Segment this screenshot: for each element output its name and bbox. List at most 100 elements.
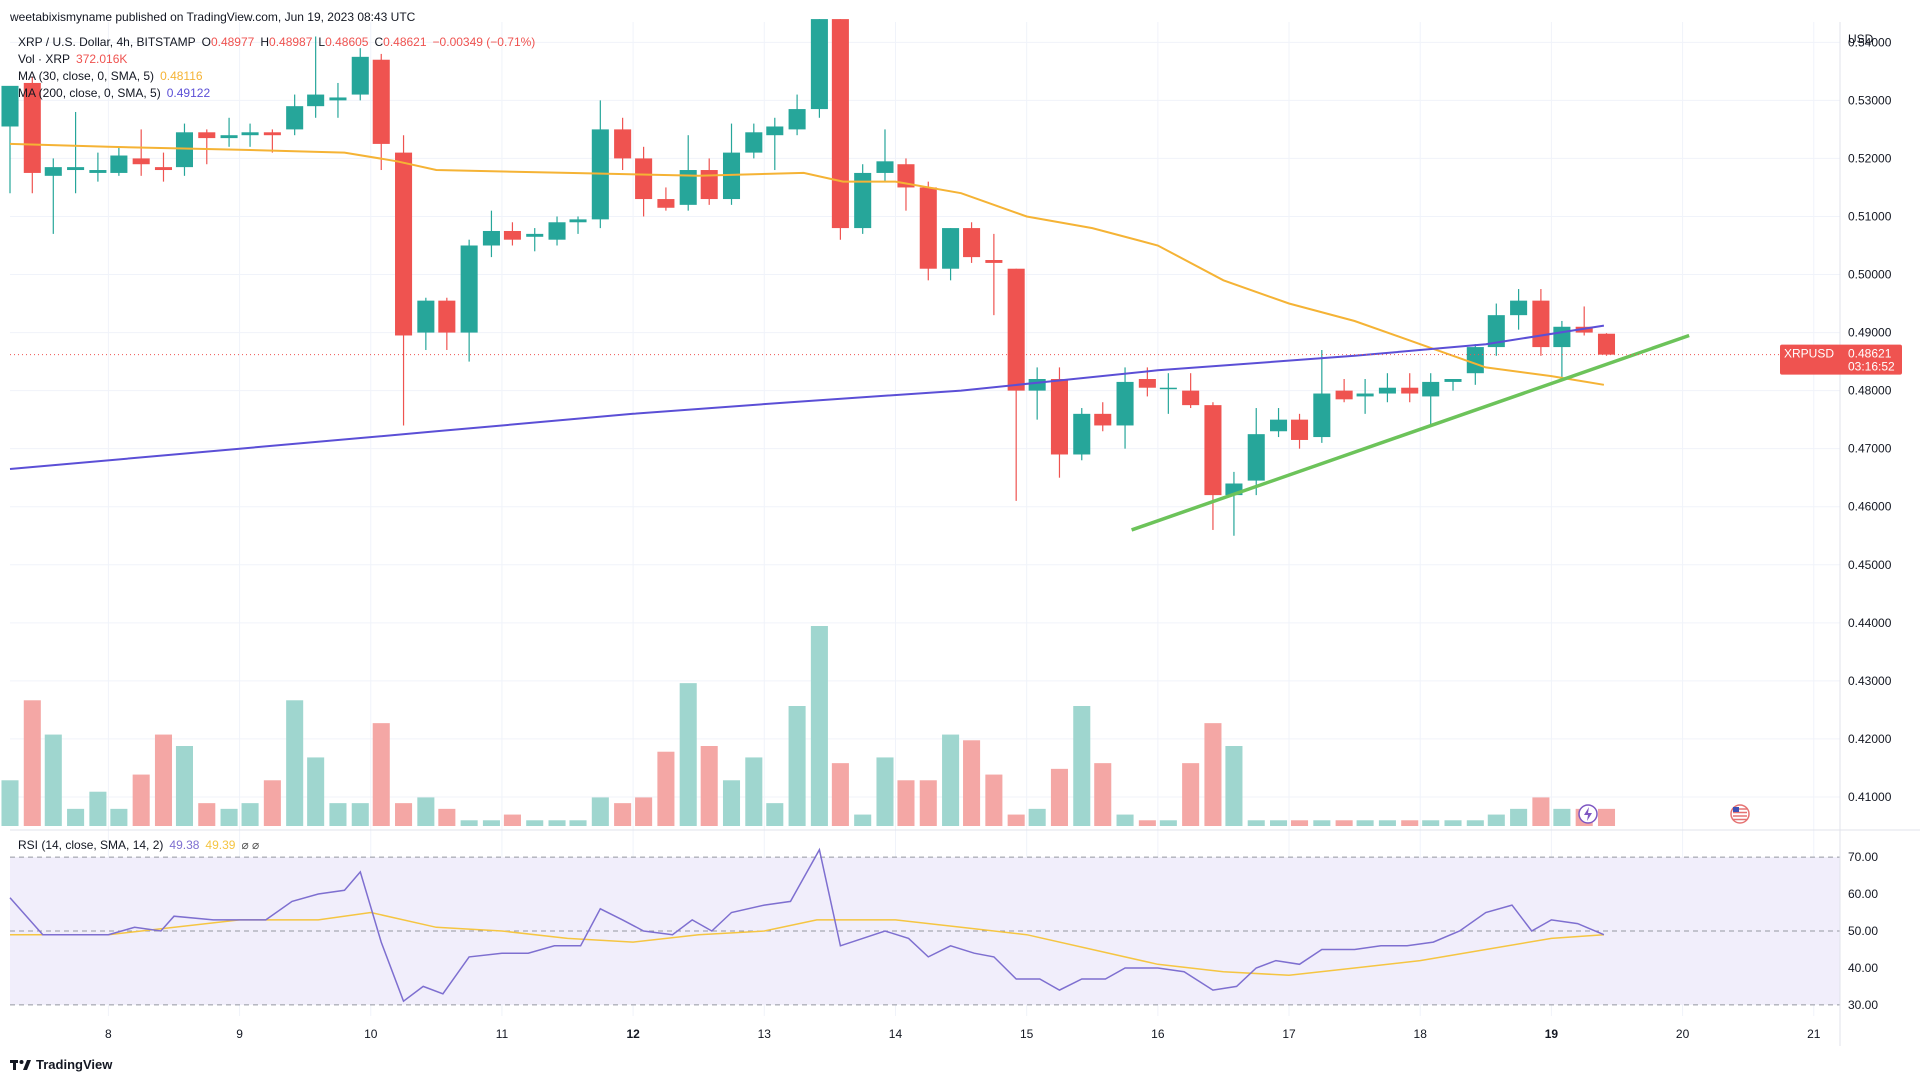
volume-bar (67, 808, 85, 826)
legend-ma200-line: MA (200, close, 0, SMA, 5) 0.49122 (18, 85, 216, 101)
candle-body (897, 164, 915, 188)
us-flag-event-icon[interactable] (1730, 804, 1750, 824)
legend-volume-value: 372.016K (76, 52, 128, 66)
volume-bar (175, 746, 194, 826)
time-axis-label: 17 (1282, 1027, 1296, 1041)
ma200-line (9, 324, 1605, 470)
legend-ma30-label[interactable]: MA (30, close, 0, SMA, 5) (18, 69, 155, 83)
trendline (1131, 333, 1690, 532)
volume-bar (1050, 768, 1068, 826)
candle-body (985, 260, 1003, 263)
time-axis-label: 13 (758, 1027, 772, 1041)
volume-bar (1290, 820, 1309, 826)
volume-bar (1401, 820, 1419, 826)
legend-symbol-line: XRP / U.S. Dollar, 4h, BITSTAMP O0.48977 H… (18, 34, 541, 50)
volume-bar (569, 820, 587, 826)
candle-body (942, 228, 960, 269)
time-axis-label: 12 (626, 1027, 640, 1041)
volume-bar (1444, 820, 1462, 826)
volume-bar (657, 751, 675, 826)
volume-bar (1378, 820, 1396, 826)
price-tick-label: 0.49000 (1848, 326, 1892, 340)
price-tick-label: 0.46000 (1848, 500, 1892, 514)
time-axis-label: 16 (1151, 1027, 1165, 1041)
price-tick-label: 0.52000 (1848, 151, 1892, 165)
time-axis-label: 20 (1676, 1027, 1690, 1041)
volume-bar (1204, 723, 1222, 826)
price-tick-label: 0.48000 (1848, 384, 1892, 398)
volume-bar (482, 820, 500, 826)
volume-bar (417, 797, 435, 826)
rsi-tick-label: 60.00 (1848, 887, 1878, 901)
candle-body (110, 155, 128, 173)
time-axis-label: 21 (1807, 1027, 1821, 1041)
candle-body (241, 132, 259, 136)
legend-ma200-label[interactable]: MA (200, close, 0, SMA, 5) (18, 86, 161, 100)
candle-body (788, 109, 806, 130)
tradingview-footer[interactable]: TradingView (10, 1057, 112, 1072)
volume-bar (1028, 808, 1046, 826)
price-tick-label: 0.53000 (1848, 93, 1892, 107)
volume-bar (286, 700, 304, 826)
candle-body (854, 172, 872, 229)
candle-body (307, 94, 325, 107)
volume-bar (395, 803, 413, 826)
candle-body (1335, 390, 1353, 400)
price-tick-label: 0.44000 (1848, 616, 1892, 630)
candle-body (1290, 419, 1309, 440)
volume-bar (963, 740, 981, 826)
lightning-event-icon[interactable] (1578, 804, 1598, 824)
legend-rsi-value: 49.38 (169, 838, 200, 852)
candle-body (679, 170, 697, 205)
volume-bar (1487, 814, 1505, 826)
volume-bar (1225, 746, 1243, 826)
candle-body (132, 158, 150, 165)
volume-bar (1116, 814, 1134, 826)
candle-body (1532, 300, 1550, 348)
volume-bar (263, 780, 281, 826)
volume-bar (1466, 820, 1484, 826)
legend-rsi-label[interactable]: RSI (14, close, SMA, 14, 2) (18, 838, 164, 852)
candle-body (23, 82, 41, 173)
candle-body (1313, 393, 1331, 438)
candle-body (372, 59, 390, 144)
legend-high-value: 0.48987 (269, 35, 313, 49)
candle-body (745, 132, 763, 153)
ma30-line (9, 142, 1605, 386)
candle-body (1073, 413, 1091, 455)
legend-volume-label[interactable]: Vol · XRP (18, 52, 71, 66)
candle-body (1225, 483, 1243, 496)
volume-bar (1247, 820, 1265, 826)
candle-body (569, 219, 587, 223)
time-axis-label: 9 (236, 1027, 243, 1041)
legend-symbol[interactable]: XRP / U.S. Dollar, 4h, BITSTAMP (18, 35, 196, 49)
candle-body (657, 199, 675, 208)
price-tag (1780, 344, 1902, 375)
price-tick-label: 0.45000 (1848, 558, 1892, 572)
rsi-tick-label: 70.00 (1848, 850, 1878, 864)
tradingview-logo-icon (10, 1059, 31, 1070)
volume-bar (1159, 820, 1177, 826)
candle-body (876, 161, 894, 173)
volume-bar (351, 803, 369, 826)
volume-bar (1007, 814, 1025, 826)
candle-body (44, 167, 62, 176)
price-tick-label: 0.47000 (1848, 442, 1892, 456)
candle-body (89, 170, 107, 173)
candle-body (175, 132, 194, 168)
volume-bar (1422, 820, 1440, 826)
footer-brand: TradingView (36, 1057, 113, 1072)
candle-body (1356, 393, 1374, 397)
volume-bar (897, 780, 915, 826)
candle-body (220, 135, 238, 139)
candle-body (1, 85, 19, 127)
time-axis-label: 14 (889, 1027, 903, 1041)
volume-bar (1356, 820, 1374, 826)
candle-body (810, 19, 828, 110)
volume-bar (44, 734, 62, 826)
volume-bar (700, 746, 718, 826)
time-axis-label: 19 (1545, 1027, 1559, 1041)
time-axis-label: 10 (364, 1027, 378, 1041)
time-axis-label: 8 (105, 1027, 112, 1041)
